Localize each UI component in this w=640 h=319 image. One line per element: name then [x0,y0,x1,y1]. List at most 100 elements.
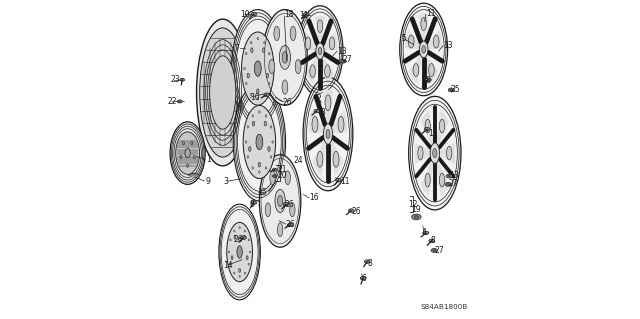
Ellipse shape [446,174,452,178]
Ellipse shape [270,171,275,185]
Text: 24: 24 [294,156,303,165]
Ellipse shape [259,111,260,113]
Ellipse shape [285,171,291,185]
Polygon shape [306,51,320,84]
Ellipse shape [180,78,184,81]
Ellipse shape [250,251,251,253]
Ellipse shape [248,263,250,265]
Ellipse shape [283,203,289,206]
Ellipse shape [237,246,243,258]
Ellipse shape [430,143,440,163]
Text: 26: 26 [285,220,295,229]
Polygon shape [320,31,338,51]
Text: 18: 18 [284,10,294,19]
Ellipse shape [233,83,285,201]
Ellipse shape [425,119,430,133]
Ellipse shape [180,155,182,159]
Text: 20: 20 [278,171,287,180]
Ellipse shape [312,116,318,132]
Text: 8: 8 [367,259,372,268]
Ellipse shape [279,46,291,70]
Ellipse shape [266,73,269,78]
Ellipse shape [176,132,200,174]
Text: 8: 8 [321,108,325,117]
Ellipse shape [325,95,331,111]
Ellipse shape [419,41,428,58]
Text: 10: 10 [240,10,250,19]
Polygon shape [424,49,438,83]
Ellipse shape [273,175,277,177]
Ellipse shape [234,235,236,239]
Ellipse shape [273,168,277,171]
Ellipse shape [440,173,445,187]
Text: 8: 8 [249,200,254,209]
Polygon shape [302,31,320,51]
Ellipse shape [303,13,308,16]
Ellipse shape [272,141,273,143]
Ellipse shape [219,204,260,300]
Ellipse shape [317,20,323,33]
Ellipse shape [262,10,307,105]
Polygon shape [424,29,442,49]
Ellipse shape [252,115,253,117]
Text: 13: 13 [444,41,453,50]
Ellipse shape [413,63,419,77]
Ellipse shape [246,256,248,260]
Ellipse shape [244,272,246,274]
Ellipse shape [244,230,246,232]
Polygon shape [420,153,435,196]
Ellipse shape [193,155,195,159]
Text: 15: 15 [257,188,266,197]
Text: 1: 1 [206,155,211,164]
Ellipse shape [251,48,253,53]
Text: 27: 27 [449,179,458,188]
Ellipse shape [249,146,251,151]
Ellipse shape [282,80,288,94]
Ellipse shape [191,141,193,145]
Ellipse shape [447,183,450,185]
Text: 12: 12 [408,200,417,209]
Ellipse shape [282,52,287,63]
Ellipse shape [433,149,437,158]
Ellipse shape [275,189,285,212]
Ellipse shape [447,175,451,177]
Text: 26: 26 [285,200,294,209]
Ellipse shape [196,19,249,166]
Text: S84AB1800B: S84AB1800B [421,304,468,310]
Ellipse shape [278,196,283,206]
Text: 11: 11 [340,177,349,186]
Polygon shape [419,13,429,49]
Ellipse shape [264,121,266,126]
Ellipse shape [250,41,252,44]
Ellipse shape [316,43,324,59]
Ellipse shape [254,61,261,76]
Text: 11: 11 [300,11,308,20]
Polygon shape [435,153,449,196]
Ellipse shape [400,3,447,96]
Text: 8: 8 [430,236,435,245]
Ellipse shape [333,151,339,167]
Ellipse shape [252,167,253,169]
Ellipse shape [257,97,259,100]
Ellipse shape [239,275,240,277]
Ellipse shape [179,101,181,102]
Ellipse shape [422,46,426,53]
Text: 11: 11 [426,9,436,18]
Ellipse shape [246,82,247,85]
Ellipse shape [227,222,252,282]
Polygon shape [320,51,334,84]
Ellipse shape [228,251,230,253]
Ellipse shape [268,146,270,151]
Ellipse shape [246,52,247,55]
Ellipse shape [290,203,295,217]
Ellipse shape [170,122,205,184]
Ellipse shape [252,121,255,126]
Polygon shape [420,111,435,153]
Ellipse shape [447,146,452,160]
Polygon shape [435,143,455,164]
Text: 27: 27 [343,56,353,64]
Ellipse shape [270,156,272,158]
Text: 2: 2 [317,94,321,103]
Text: 25: 25 [450,85,460,94]
Ellipse shape [329,37,335,50]
